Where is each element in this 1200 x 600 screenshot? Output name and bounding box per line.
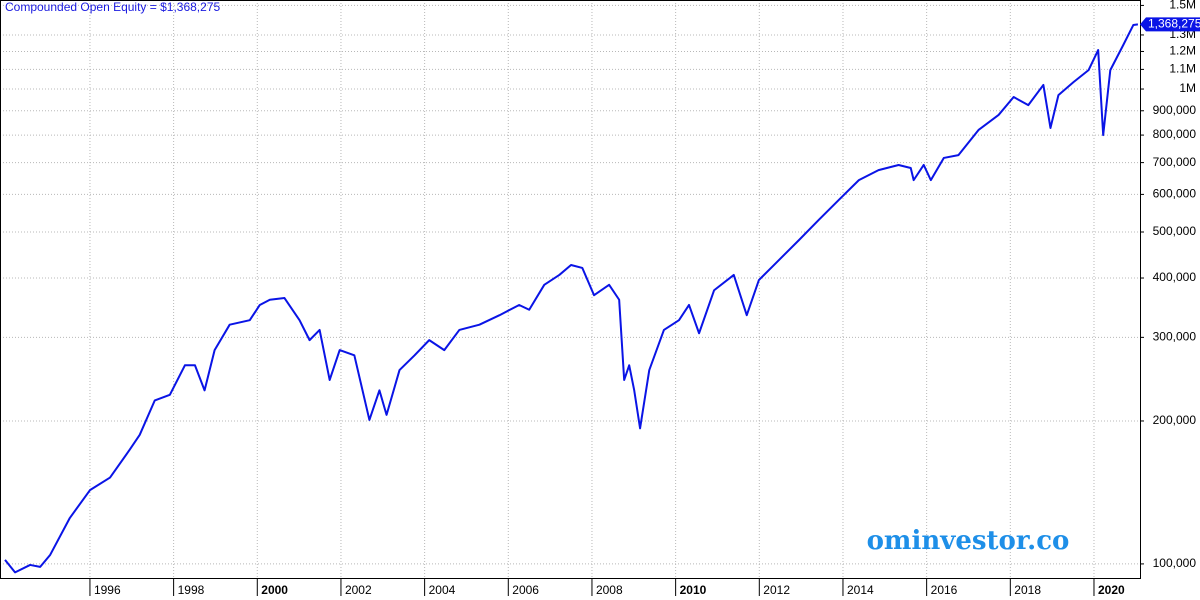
x-tick-label: 2010 <box>680 583 707 597</box>
y-tick-label: 400,000 <box>1153 270 1197 284</box>
x-tick-label: 2004 <box>429 583 456 597</box>
x-tick-label: 2018 <box>1014 583 1041 597</box>
x-tick-label: 2012 <box>763 583 790 597</box>
x-tick-label: 2002 <box>345 583 372 597</box>
watermark: ominvestor.co <box>867 526 1070 556</box>
last-value-label: 1,368,275 <box>1148 17 1200 31</box>
chart-title: Compounded Open Equity = $1,368,275 <box>5 0 220 14</box>
y-tick-label: 700,000 <box>1153 155 1197 169</box>
equity-line <box>4 23 1139 574</box>
y-tick-label: 1.1M <box>1169 62 1196 76</box>
y-tick-label: 1.2M <box>1169 44 1196 58</box>
y-tick-label: 200,000 <box>1153 413 1197 427</box>
plot-frame <box>0 0 1141 579</box>
x-tick-label: 2000 <box>261 583 288 597</box>
y-tick-label: 900,000 <box>1153 103 1197 117</box>
x-tick-label: 2006 <box>512 583 539 597</box>
x-tick-label: 2016 <box>931 583 958 597</box>
y-tick-label: 100,000 <box>1153 556 1197 570</box>
y-tick-label: 500,000 <box>1153 224 1197 238</box>
y-tick-label: 300,000 <box>1153 330 1197 344</box>
x-tick-label: 2008 <box>596 583 623 597</box>
plot <box>4 23 1139 574</box>
x-tick-label: 2020 <box>1098 583 1125 597</box>
x-tick-label: 1998 <box>178 583 205 597</box>
x-tick-label: 1996 <box>94 583 121 597</box>
last-value-box <box>1140 17 1200 32</box>
y-tick-label: 1.5M <box>1169 0 1196 12</box>
y-tick-label: 1M <box>1179 81 1196 95</box>
y-tick-label: 600,000 <box>1153 187 1197 201</box>
y-tick-label: 800,000 <box>1153 127 1197 141</box>
x-tick-label: 2014 <box>847 583 874 597</box>
